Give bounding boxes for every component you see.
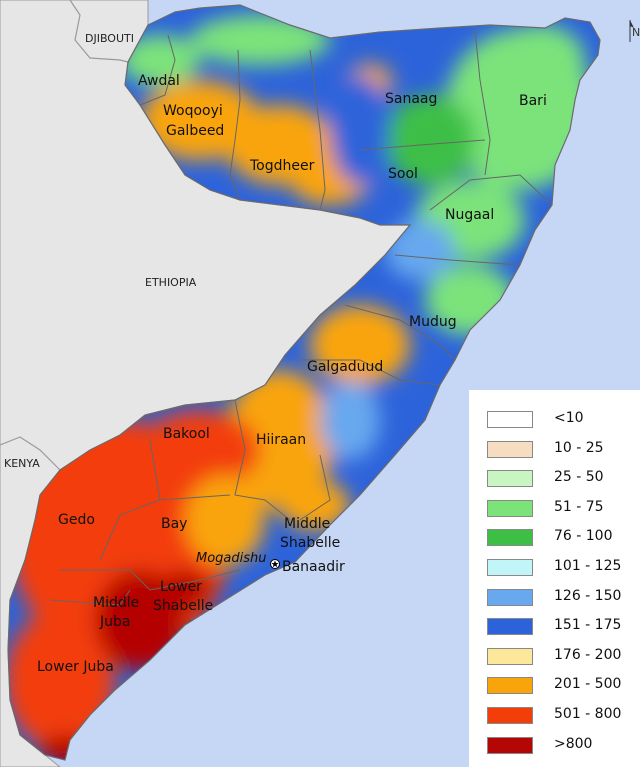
legend-swatch	[487, 647, 533, 665]
label-sool: Sool	[388, 166, 418, 182]
label-bay: Bay	[161, 516, 187, 532]
label-bakool: Bakool	[163, 426, 210, 442]
label-nugaal: Nugaal	[445, 207, 494, 223]
legend-label: 501 - 800	[554, 706, 622, 722]
label-lower-juba: Lower Juba	[37, 659, 114, 675]
legend-swatch	[487, 440, 533, 458]
label-gedo: Gedo	[58, 512, 95, 528]
legend-label: 76 - 100	[554, 528, 613, 545]
label-bari: Bari	[519, 93, 547, 109]
label-lower-shabelle-2: Shabelle	[153, 598, 213, 614]
capital-star-icon	[270, 559, 280, 569]
legend-item: >800	[469, 733, 640, 759]
label-awdal: Awdal	[138, 73, 180, 89]
legend-item: 501 - 800	[469, 703, 640, 729]
legend-item: 201 - 500	[469, 673, 640, 699]
region-boundaries	[49, 29, 553, 606]
label-hiiraan: Hiiraan	[256, 432, 306, 448]
legend-label: 25 - 50	[554, 469, 604, 486]
label-galgaduud: Galgaduud	[307, 359, 383, 375]
label-kenya: KENYA	[4, 457, 40, 470]
djibouti-border	[69, 0, 129, 63]
label-mudug: Mudug	[409, 314, 457, 330]
legend-item: 101 - 125	[469, 555, 640, 581]
legend-swatch	[487, 618, 533, 636]
legend-item: 25 - 50	[469, 466, 640, 492]
legend: <10 10 - 25 25 - 50 51 - 75 76 - 100 101 - 12…	[469, 390, 640, 767]
legend-swatch	[487, 707, 533, 724]
label-djibouti: DJIBOUTI	[85, 32, 134, 45]
label-banaadir: Banaadir	[282, 559, 345, 575]
label-middle-shabelle-1: Middle	[284, 516, 330, 532]
legend-swatch	[487, 559, 533, 576]
somalia-outline	[7, 4, 601, 761]
legend-label: 126 - 150	[554, 587, 622, 604]
legend-swatch	[487, 736, 533, 754]
legend-item: 176 - 200	[469, 644, 640, 670]
legend-item: <10	[469, 407, 640, 433]
label-sanaag: Sanaag	[385, 91, 437, 107]
legend-label: 151 - 175	[554, 617, 622, 634]
north-label: N	[632, 26, 640, 39]
label-middle-juba-2: Juba	[99, 614, 130, 630]
legend-item: 76 - 100	[469, 525, 640, 551]
label-middle-juba-1: Middle	[93, 595, 139, 611]
legend-swatch	[487, 411, 533, 428]
legend-swatch	[487, 499, 533, 517]
kenya-border	[0, 436, 61, 471]
legend-label: <10	[554, 410, 584, 426]
legend-swatch	[487, 677, 533, 695]
legend-swatch	[487, 470, 533, 488]
legend-label: 51 - 75	[554, 498, 604, 515]
legend-item: 151 - 175	[469, 614, 640, 640]
label-middle-shabelle-2: Shabelle	[280, 535, 340, 551]
north-arrow-icon	[629, 20, 634, 42]
legend-item: 10 - 25	[469, 437, 640, 463]
label-woqooyi-galbeed-1: Woqooyi	[163, 103, 223, 119]
legend-label: >800	[554, 735, 593, 752]
legend-swatch	[487, 588, 533, 606]
label-woqooyi-galbeed-2: Galbeed	[166, 123, 224, 139]
label-ethiopia: ETHIOPIA	[145, 276, 197, 289]
legend-label: 201 - 500	[554, 676, 622, 693]
legend-label: 176 - 200	[554, 646, 622, 663]
label-mogadishu: Mogadishu	[196, 551, 267, 566]
legend-label: 101 - 125	[554, 558, 622, 574]
legend-item: 51 - 75	[469, 496, 640, 522]
legend-swatch	[487, 529, 533, 547]
legend-item: 126 - 150	[469, 585, 640, 611]
label-lower-shabelle-1: Lower	[160, 579, 202, 595]
legend-label: 10 - 25	[554, 439, 604, 456]
label-togdheer: Togdheer	[249, 158, 315, 174]
